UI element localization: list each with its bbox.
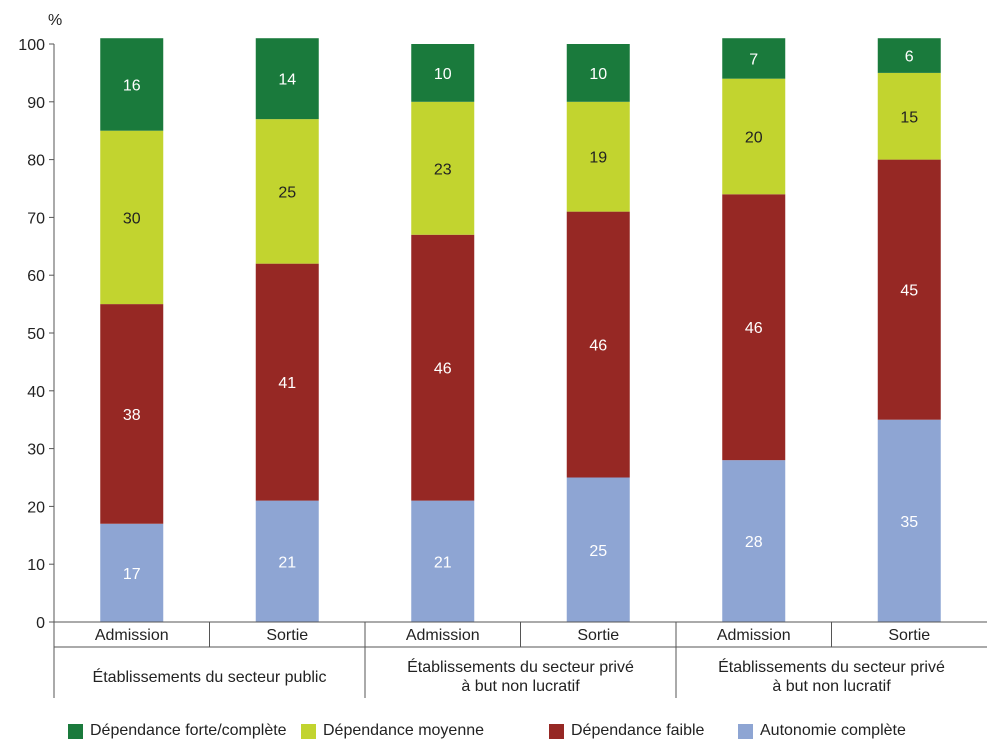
data-label: 17 [123, 566, 141, 583]
data-label: 45 [900, 283, 918, 300]
y-tick-label: 20 [27, 499, 45, 516]
bar-segment [255, 500, 319, 622]
group-label-line: Établissements du secteur public [93, 667, 327, 686]
legend-swatch [549, 723, 564, 739]
data-label: 7 [749, 51, 758, 68]
data-label: 21 [434, 554, 452, 571]
y-tick-label: 100 [18, 37, 45, 54]
data-label: 30 [123, 210, 141, 227]
legend-swatch [68, 723, 83, 739]
group-label-line: à but non lucratif [772, 678, 891, 695]
legend-item: Autonomie complète [738, 722, 906, 740]
y-tick-label: 90 [27, 95, 45, 112]
bar-segment [566, 44, 630, 102]
bar-segment [100, 130, 164, 305]
data-label: 10 [589, 66, 607, 83]
bar-segment [722, 460, 786, 622]
category-label: Sortie [888, 627, 930, 644]
bar-segment [722, 78, 786, 195]
data-label: 41 [278, 375, 296, 392]
data-label: 46 [589, 338, 607, 355]
bar-segment [255, 38, 319, 120]
data-label: 46 [745, 320, 763, 337]
y-tick-label: 80 [27, 153, 45, 170]
category-label: Sortie [266, 627, 308, 644]
y-tick-label: 10 [27, 557, 45, 574]
legend-label: Dépendance forte/complète [90, 722, 287, 739]
bar-segment [877, 419, 941, 622]
data-label: 6 [905, 49, 914, 66]
data-label: 15 [900, 109, 918, 126]
category-label: Sortie [577, 627, 619, 644]
y-tick-label: 30 [27, 442, 45, 459]
legend-label: Autonomie complète [760, 722, 906, 739]
bar-segment [411, 234, 475, 501]
data-label: 25 [278, 184, 296, 201]
data-label: 14 [278, 72, 296, 89]
bar-segment [877, 72, 941, 160]
legend-label: Dépendance faible [571, 722, 705, 739]
category-label: Admission [406, 627, 480, 644]
legend-label: Dépendance moyenne [323, 722, 485, 739]
group-label: Établissements du secteur privé à but non… [407, 657, 634, 695]
data-label: 20 [745, 129, 763, 146]
legend-item: Dépendance forte/complète [68, 722, 287, 740]
data-label: 46 [434, 361, 452, 378]
bar-segment [100, 38, 164, 131]
bar-segment [566, 211, 630, 478]
bar-segment [566, 477, 630, 622]
legend-swatch [301, 723, 316, 739]
bar-segment [877, 159, 941, 420]
y-tick-label: 0 [36, 615, 45, 632]
category-label: Admission [717, 627, 791, 644]
bar-segment [255, 119, 319, 264]
bar-segment [722, 38, 786, 79]
legend-item: Dépendance moyenne [301, 722, 484, 740]
data-label: 10 [434, 66, 452, 83]
group-label: Établissements du secteur privé à but non… [718, 657, 945, 695]
bar-segment [100, 304, 164, 524]
group-label-line: Établissements du secteur privé [718, 657, 945, 676]
legend-item: Dépendance faible [549, 722, 704, 740]
group-label: Établissements du secteur public [93, 667, 327, 686]
bar-segment [411, 500, 475, 622]
y-axis-label: % [48, 12, 62, 29]
y-tick-label: 50 [27, 326, 45, 343]
data-label: 16 [123, 77, 141, 94]
y-tick-label: 40 [27, 384, 45, 401]
legend: Dépendance forte/complète Dépendance moye… [68, 716, 987, 744]
data-label: 21 [278, 554, 296, 571]
data-label: 25 [589, 543, 607, 560]
legend-swatch [738, 723, 753, 739]
data-label: 28 [745, 534, 763, 551]
bar-segment [255, 263, 319, 501]
bar-segment [877, 38, 941, 73]
group-label-line: Établissements du secteur privé [407, 657, 634, 676]
y-tick-label: 60 [27, 268, 45, 285]
bar-segment [411, 101, 475, 235]
data-label: 23 [434, 161, 452, 178]
bar-segment [100, 523, 164, 622]
data-label: 19 [589, 150, 607, 167]
group-label-line: à but non lucratif [461, 678, 580, 695]
y-tick-label: 70 [27, 210, 45, 227]
category-label: Admission [95, 627, 169, 644]
bar-segment [566, 101, 630, 212]
bar-segment [722, 194, 786, 461]
bar-segment [411, 44, 475, 102]
data-label: 38 [123, 407, 141, 424]
data-label: 35 [900, 514, 918, 531]
